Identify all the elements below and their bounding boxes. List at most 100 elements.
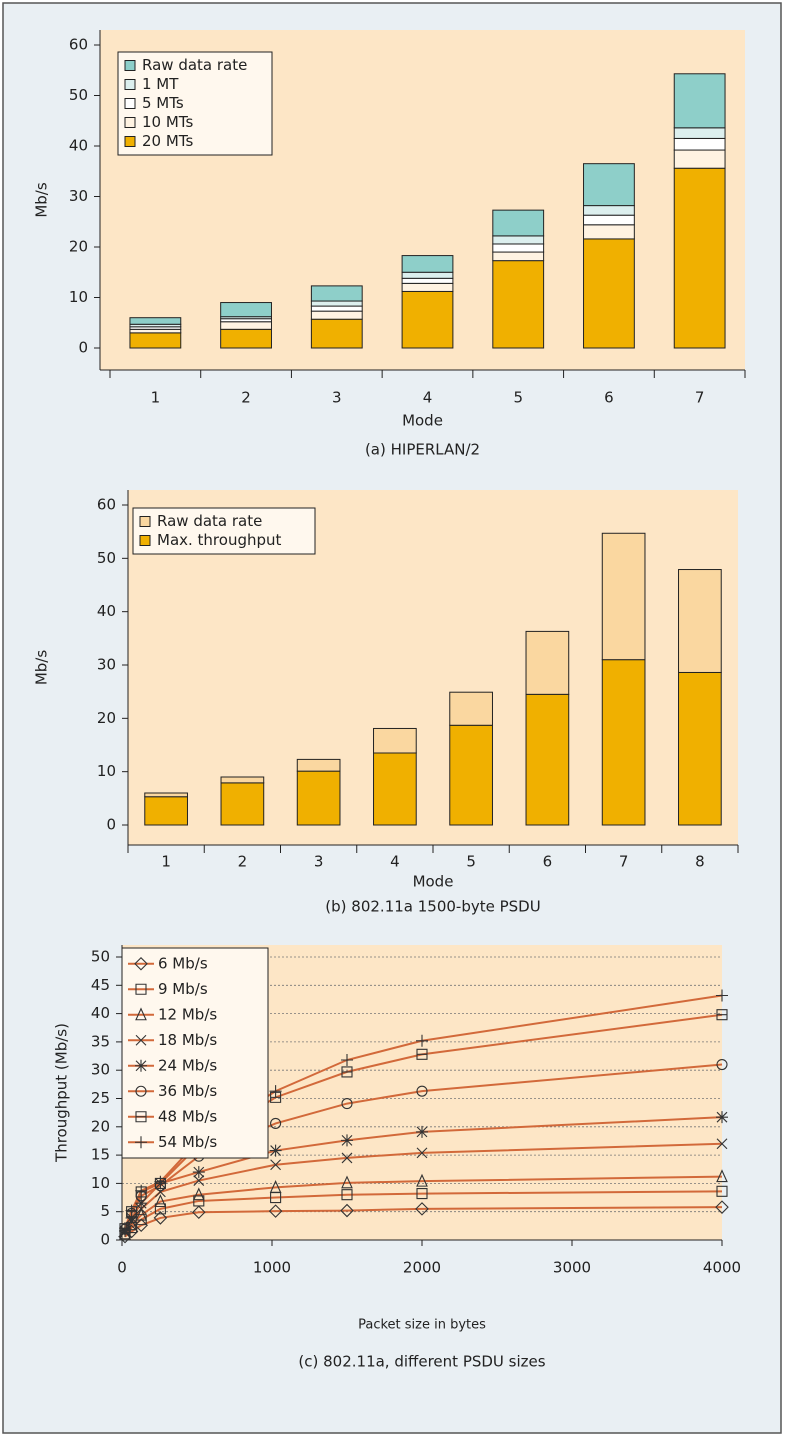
legend-marker: [135, 983, 147, 995]
y-tick-label: 10: [97, 762, 116, 780]
point-marker: [341, 1098, 353, 1110]
bar-segment: [678, 671, 722, 826]
bar-segment: [373, 752, 417, 826]
bar-segment: [583, 163, 635, 207]
y-tick-label: 25: [91, 1089, 110, 1107]
x-tick-label: 5: [513, 389, 523, 407]
y-tick-label: 35: [91, 1032, 110, 1050]
caption: (b) 802.11a 1500-byte PSDU: [325, 898, 540, 916]
x-tick-label: 2000: [403, 1259, 441, 1277]
point-marker: [153, 1211, 168, 1225]
point-marker: [192, 1205, 206, 1220]
point-marker: [341, 1066, 353, 1078]
legend-label: 9 Mb/s: [158, 980, 208, 998]
y-tick-label: 30: [97, 656, 116, 674]
point-marker: [341, 1152, 353, 1164]
bar-segment: [144, 796, 188, 826]
legend-swatch: [139, 516, 151, 527]
bar-segment: [310, 318, 363, 349]
point-marker: [716, 1111, 728, 1124]
x-tick-label: 3000: [553, 1259, 591, 1277]
legend-swatch: [124, 117, 136, 128]
point-marker: [154, 1203, 166, 1215]
point-marker: [715, 1200, 729, 1214]
bar-segment: [492, 243, 545, 253]
point-marker: [716, 1009, 728, 1021]
y-tick-label: 10: [91, 1174, 110, 1192]
bar-segment: [492, 209, 545, 237]
legend-swatch: [139, 535, 151, 546]
legend-box: [117, 51, 273, 156]
y-tick-label: 20: [91, 1117, 110, 1135]
caption: (a) HIPERLAN/2: [365, 441, 480, 459]
x-tick-label: 4: [390, 853, 400, 871]
point-marker: [154, 1194, 167, 1208]
point-marker: [269, 1144, 282, 1157]
bar-segment: [220, 302, 272, 318]
point-marker: [270, 1117, 282, 1129]
x-tick-label: 2: [241, 389, 251, 407]
legend-swatch: [124, 60, 136, 71]
x-axis-title: Mode: [402, 412, 443, 430]
bar-segment: [129, 328, 182, 334]
x-tick-label: 6: [543, 853, 553, 871]
bar-segment: [673, 73, 726, 129]
y-tick-label: 40: [69, 137, 88, 155]
bar-segment: [373, 727, 417, 754]
bar-segment: [310, 305, 363, 312]
point-marker: [716, 1185, 728, 1197]
point-marker: [119, 1222, 131, 1235]
legend-marker: [135, 1085, 147, 1097]
x-tick-label: 4: [423, 389, 433, 407]
bar-segment: [296, 758, 341, 772]
y-tick-label: 30: [91, 1061, 110, 1079]
legend-label: Raw data rate: [157, 512, 262, 530]
bar-segment: [144, 792, 188, 798]
legend-marker: [135, 1111, 147, 1123]
y-axis-title: Mb/s: [33, 650, 51, 686]
point-marker: [416, 1188, 428, 1200]
bar-segment: [583, 238, 635, 349]
point-marker: [341, 1054, 353, 1067]
x-tick-label: 1000: [253, 1259, 291, 1277]
y-tick-label: 50: [91, 948, 110, 966]
point-marker: [716, 1169, 728, 1183]
point-marker: [135, 1207, 148, 1221]
point-marker: [716, 989, 728, 1002]
x-axis-title: Mode: [413, 873, 454, 891]
bar-segment: [310, 300, 363, 307]
bar-segment: [401, 277, 454, 284]
legend-label: 20 MTs: [142, 132, 193, 150]
bar-segment: [673, 149, 726, 169]
bar-segment: [310, 285, 363, 302]
legend-label: 18 Mb/s: [158, 1031, 217, 1049]
bar-segment: [525, 693, 570, 826]
y-tick-label: 60: [97, 496, 116, 514]
legend-box: [121, 947, 269, 1159]
bar-segment: [673, 127, 726, 139]
caption: (c) 802.11a, different PSDU sizes: [298, 1353, 545, 1371]
bar-segment: [583, 205, 635, 216]
bar-segment: [296, 770, 341, 826]
legend-label: 24 Mb/s: [158, 1056, 217, 1074]
point-marker: [416, 1147, 428, 1159]
legend-swatch: [124, 79, 136, 90]
y-tick-label: 20: [69, 238, 88, 256]
point-marker: [416, 1085, 428, 1097]
point-marker: [125, 1204, 138, 1217]
bar-segment: [583, 224, 635, 240]
y-tick-label: 60: [69, 36, 88, 54]
bar-segment: [220, 321, 272, 330]
x-tick-label: 7: [695, 389, 705, 407]
legend-swatch: [124, 136, 136, 147]
legend-label: 10 MTs: [142, 113, 193, 131]
y-tick-label: 5: [100, 1202, 110, 1220]
legend-label: Max. throughput: [157, 531, 282, 549]
x-tick-label: 0: [117, 1259, 127, 1277]
bar-segment: [401, 290, 454, 349]
bar-segment: [220, 328, 272, 349]
point-marker: [269, 1180, 282, 1193]
point-marker: [135, 1214, 147, 1226]
point-marker: [192, 1166, 205, 1179]
